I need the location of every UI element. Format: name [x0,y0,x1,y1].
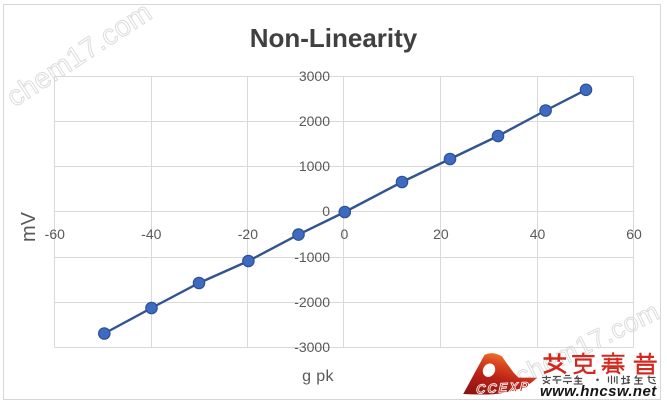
svg-text:CCEXP: CCEXP [476,379,531,397]
